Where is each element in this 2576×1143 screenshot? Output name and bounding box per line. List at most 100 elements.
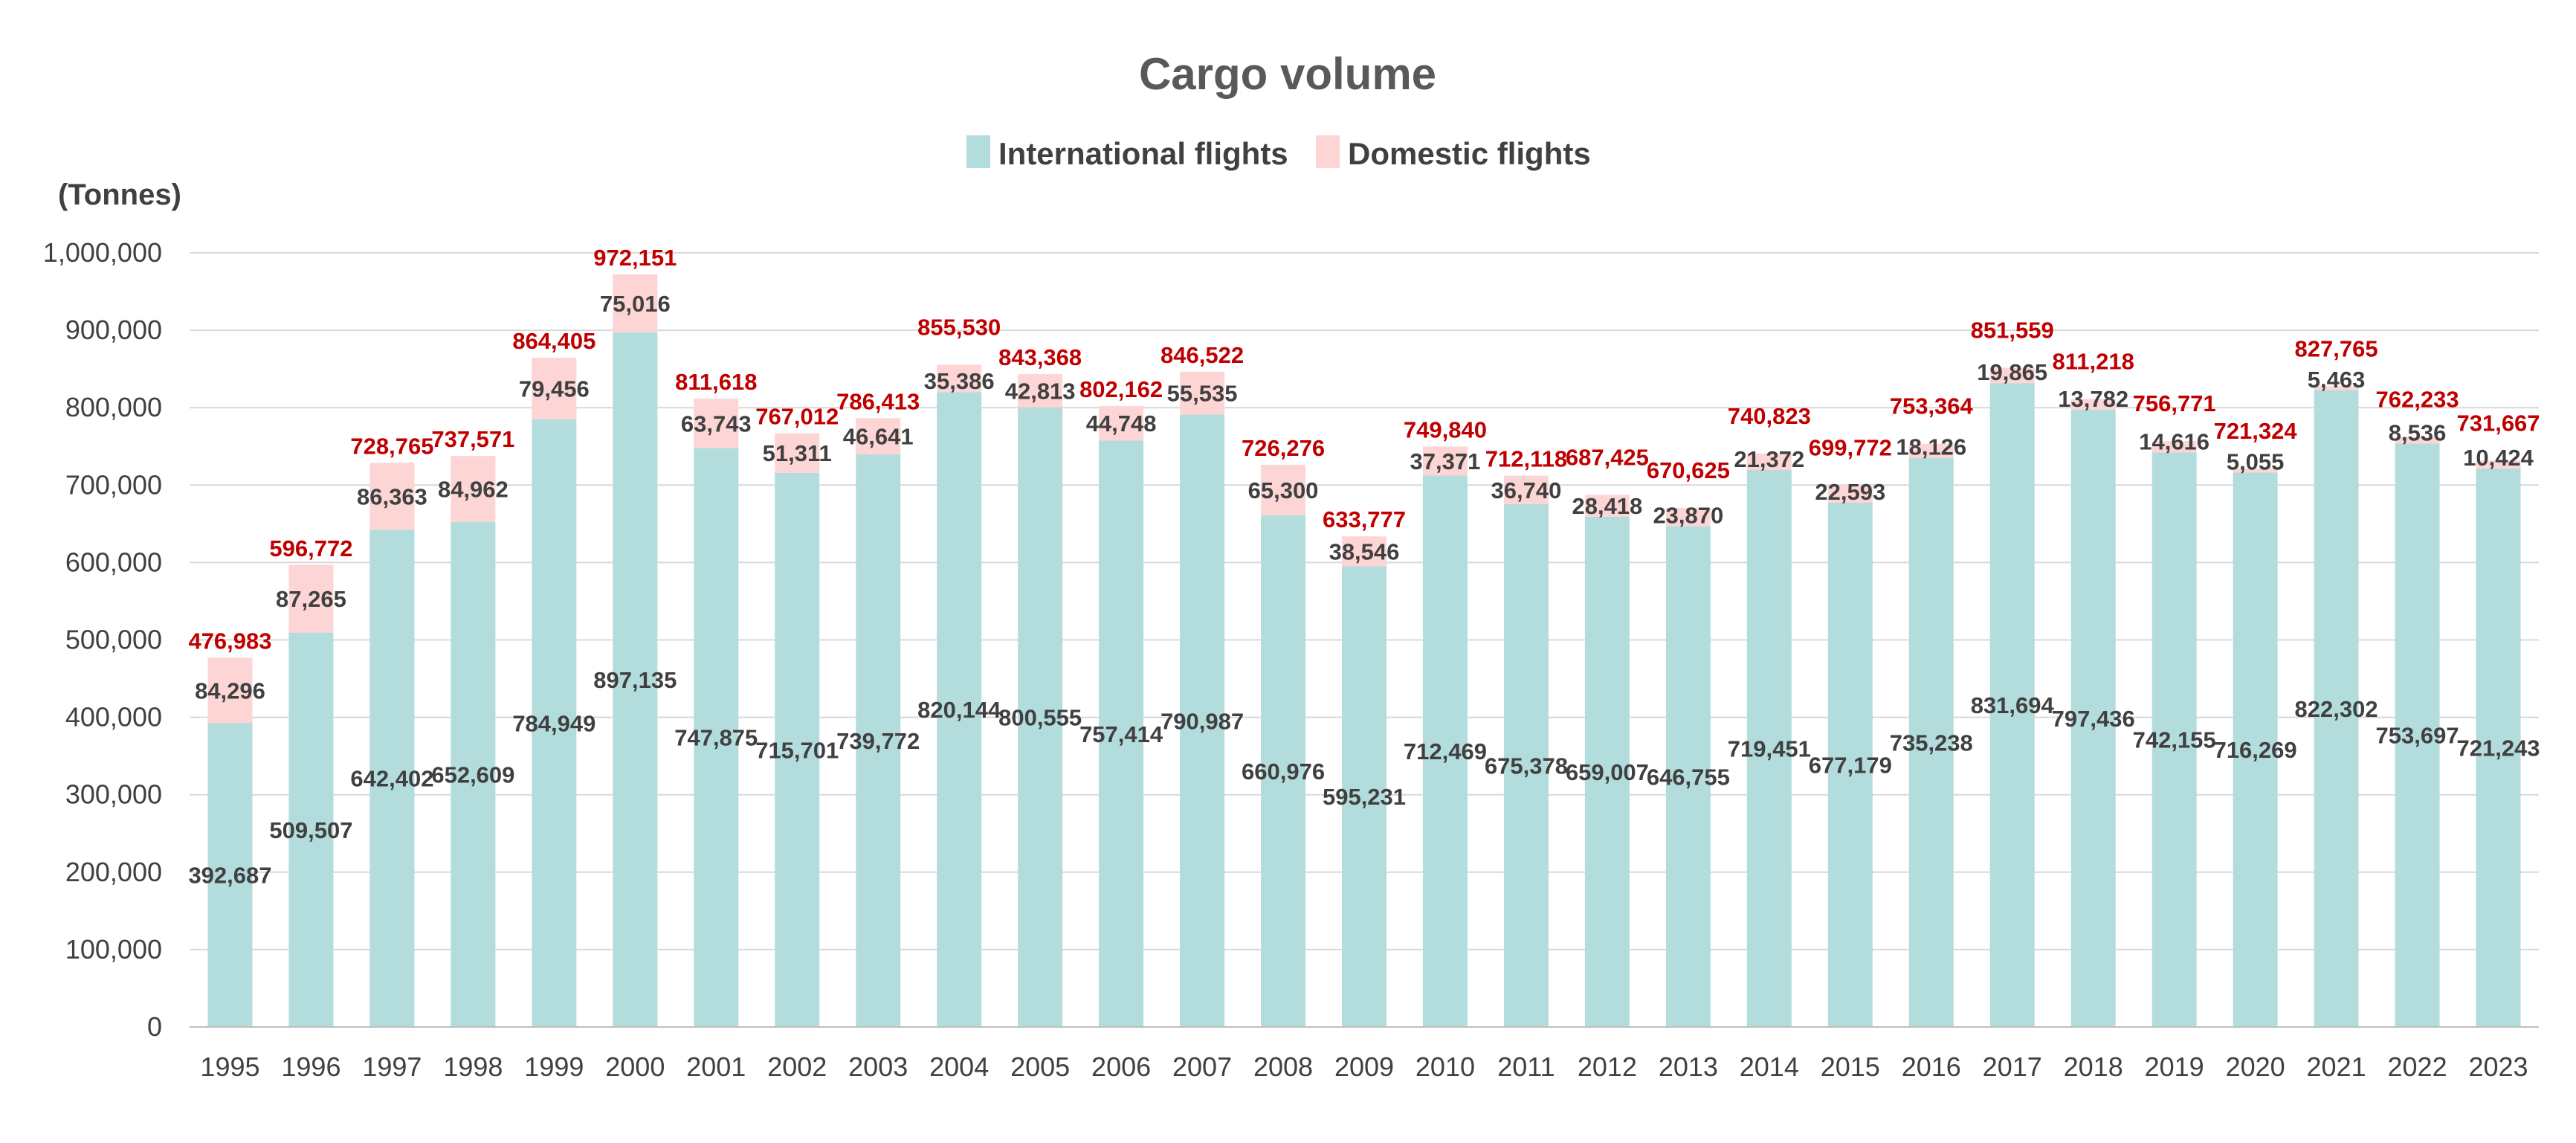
bar-international: [2233, 472, 2278, 1027]
bar-international: [2314, 390, 2359, 1027]
label-total: 753,364: [1890, 393, 1974, 419]
y-tick-label: 0: [147, 1011, 162, 1042]
bar-domestic: [775, 433, 820, 473]
label-domestic: 42,813: [1005, 378, 1076, 404]
bar-domestic: [1018, 374, 1063, 408]
bar-domestic: [2151, 441, 2197, 453]
label-domestic: 5,055: [2227, 448, 2285, 474]
bar-international: [1180, 414, 1225, 1027]
bar-international: [451, 521, 496, 1027]
bar-domestic: [288, 564, 334, 633]
bar-domestic: [1746, 453, 1792, 471]
x-tick-label: 2004: [929, 1052, 989, 1082]
label-total: 728,765: [350, 433, 433, 459]
x-tick-label: 2005: [1010, 1052, 1070, 1082]
bar-international: [1584, 516, 1630, 1027]
label-domestic: 84,962: [438, 476, 509, 502]
label-international: 784,949: [512, 710, 595, 736]
x-tick-label: 2017: [1983, 1052, 2042, 1082]
label-domestic: 86,363: [357, 483, 427, 509]
bar-international: [2476, 469, 2521, 1027]
label-total: 726,276: [1242, 435, 1325, 461]
label-domestic: 19,865: [1977, 359, 2047, 385]
label-international: 753,697: [2376, 723, 2459, 749]
label-total: 712,118: [1485, 446, 1567, 472]
label-total: 786,413: [836, 388, 920, 414]
x-tick-label: 1999: [524, 1052, 584, 1082]
bar-domestic: [613, 274, 658, 333]
label-international: 721,243: [2456, 735, 2540, 762]
bar-international: [937, 392, 982, 1027]
bar-domestic: [369, 463, 415, 530]
label-total: 721,324: [2214, 418, 2298, 444]
bar-international: [288, 632, 334, 1027]
bar-domestic: [1422, 446, 1468, 476]
label-international: 747,875: [674, 725, 758, 751]
label-domestic: 37,371: [1410, 448, 1481, 474]
x-tick-label: 2010: [1415, 1052, 1475, 1082]
label-international: 677,179: [1809, 753, 1892, 779]
label-international: 800,555: [998, 704, 1082, 730]
label-domestic: 13,782: [2058, 386, 2128, 412]
bar-domestic: [1180, 371, 1225, 415]
y-tick-label: 900,000: [65, 315, 162, 345]
bar-domestic: [937, 364, 982, 393]
label-international: 719,451: [1728, 736, 1811, 762]
label-domestic: 14,616: [2139, 428, 2209, 454]
legend-swatch-domestic: [1316, 135, 1340, 168]
bar-domestic: [2070, 399, 2116, 410]
label-total: 740,823: [1728, 403, 1811, 429]
label-international: 392,687: [188, 863, 271, 889]
x-tick-label: 2008: [1253, 1052, 1313, 1082]
label-international: 642,402: [350, 766, 433, 792]
legend-label-domestic: Domestic flights: [1348, 136, 1591, 171]
bar-domestic: [1665, 507, 1711, 527]
label-international: 790,987: [1161, 708, 1244, 734]
label-international: 675,378: [1485, 753, 1568, 779]
label-domestic: 79,456: [519, 376, 590, 402]
label-total: 476,983: [188, 628, 271, 654]
x-tick-label: 2021: [2307, 1052, 2366, 1082]
bar-international: [2070, 409, 2116, 1027]
label-domestic: 84,296: [195, 677, 265, 703]
bars: [207, 274, 2521, 1027]
x-tick-label: 2023: [2468, 1052, 2528, 1082]
x-tick-label: 1995: [200, 1052, 259, 1082]
label-international: 820,144: [917, 697, 1001, 723]
label-international: 822,302: [2295, 696, 2378, 722]
bar-domestic: [1099, 405, 1144, 441]
x-tick-label: 2013: [1659, 1052, 1718, 1082]
bar-international: [1827, 503, 1873, 1027]
bar-international: [532, 419, 577, 1027]
x-tick-label: 1998: [443, 1052, 503, 1082]
y-tick-label: 700,000: [65, 469, 162, 500]
x-tick-label: 2011: [1497, 1052, 1555, 1082]
label-total: 843,368: [998, 344, 1082, 370]
label-domestic: 8,536: [2389, 419, 2447, 445]
bar-international: [1665, 526, 1711, 1027]
label-total: 749,840: [1404, 416, 1487, 442]
bar-domestic: [1503, 475, 1549, 504]
label-international: 716,269: [2214, 737, 2297, 763]
bar-domestic: [532, 358, 577, 419]
x-tick-label: 2000: [605, 1052, 665, 1082]
x-axis-ticks: 1995 1996 1997 1998 1999 2000 2001 2002 2003 2004…: [200, 1052, 2528, 1082]
label-international: 509,507: [269, 817, 352, 843]
x-tick-label: 2022: [2388, 1052, 2447, 1082]
label-international: 831,694: [1971, 692, 2055, 718]
label-domestic: 21,372: [1734, 446, 1804, 472]
label-domestic: 46,641: [843, 424, 914, 450]
bar-international: [1746, 470, 1792, 1027]
y-axis-unit-label: (Tonnes): [58, 178, 181, 211]
y-tick-label: 500,000: [65, 625, 162, 655]
bar-domestic: [207, 657, 253, 724]
label-total: 596,772: [269, 535, 352, 561]
label-domestic: 51,311: [763, 440, 832, 466]
bar-domestic: [2233, 469, 2278, 473]
label-total: 756,771: [2133, 390, 2216, 416]
label-domestic: 28,418: [1572, 493, 1642, 519]
label-domestic: 22,593: [1815, 479, 1885, 505]
label-domestic: 55,535: [1167, 381, 1238, 407]
bar-international: [1018, 407, 1063, 1027]
